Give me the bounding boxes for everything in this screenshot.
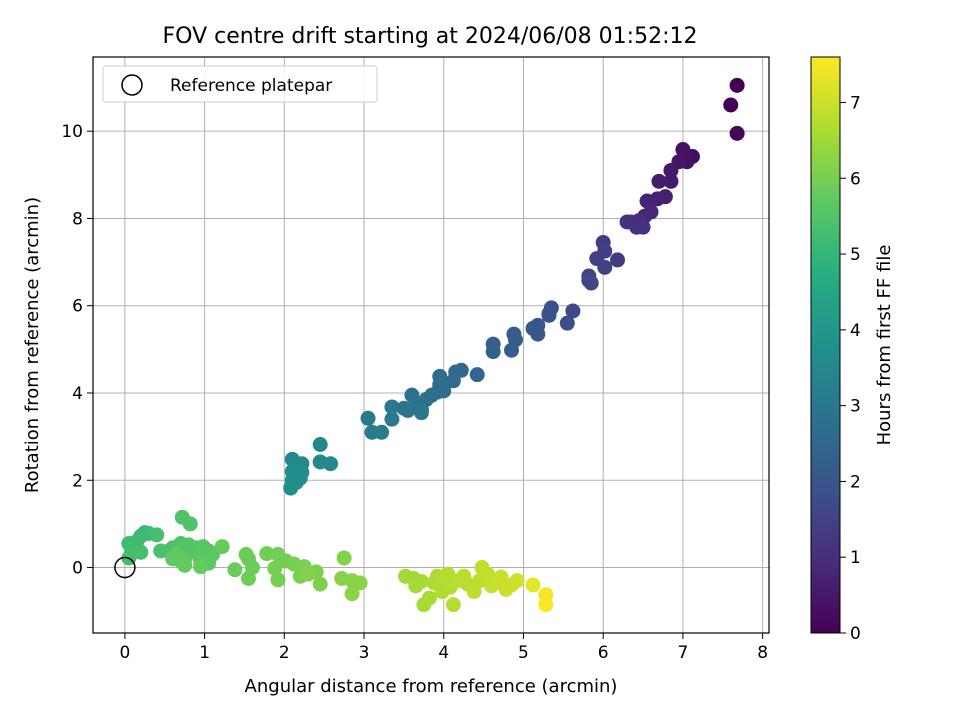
legend-box [102, 65, 378, 103]
data-point [312, 436, 328, 452]
colorbar-tick-label: 5 [850, 245, 861, 265]
legend-marker [121, 74, 143, 96]
data-point [619, 214, 635, 230]
data-point [259, 546, 275, 562]
data-point [581, 272, 597, 288]
data-point [509, 573, 525, 589]
x-tick-label: 1 [199, 643, 210, 663]
data-point [413, 405, 429, 421]
data-point [635, 219, 651, 235]
data-point [530, 326, 546, 342]
data-point [336, 550, 352, 566]
data-point [445, 373, 461, 389]
data-point [384, 411, 400, 427]
data-point [374, 424, 390, 440]
y-axis-label: Rotation from reference (arcmin) [22, 197, 43, 493]
data-point [177, 557, 193, 573]
x-tick-label: 6 [598, 643, 609, 663]
data-point [493, 569, 509, 585]
x-axis-ticks: 0 1 2 3 4 5 6 7 8 [119, 633, 768, 663]
data-point [193, 559, 209, 575]
colorbar-gradient [810, 56, 841, 634]
y-tick-label: 0 [72, 559, 83, 579]
y-tick-label: 8 [72, 209, 83, 229]
x-axis-label: Angular distance from reference (arcmin) [245, 676, 618, 697]
data-point [565, 303, 581, 319]
colorbar-tick-label: 3 [850, 397, 861, 417]
colorbar-label: Hours from first FF file [874, 245, 895, 446]
data-point [541, 307, 557, 323]
data-point [663, 173, 679, 189]
data-point [436, 383, 452, 399]
data-point [384, 399, 400, 415]
data-point [525, 577, 541, 593]
data-point [729, 77, 745, 93]
data-point [413, 574, 429, 590]
x-tick-label: 0 [119, 643, 130, 663]
legend-entry: Reference platepar [170, 76, 332, 96]
colorbar-tick-label: 6 [850, 169, 861, 189]
data-point [240, 570, 256, 586]
data-point [504, 342, 520, 358]
data-point [227, 562, 243, 578]
data-point [421, 590, 437, 606]
plot-frame [92, 56, 770, 634]
data-point [485, 344, 501, 360]
grid [93, 57, 769, 633]
x-tick-label: 7 [677, 643, 688, 663]
data-point [400, 402, 416, 418]
colorbar: 0 1 2 3 4 5 6 7 Hours from first FF file [810, 56, 895, 644]
y-tick-label: 2 [72, 471, 83, 491]
colorbar-tick-label: 0 [850, 624, 861, 644]
data-point [538, 597, 554, 613]
data-point [149, 527, 165, 543]
colorbar-tick-label: 4 [850, 321, 861, 341]
data-point [133, 544, 149, 560]
data-point [344, 586, 360, 602]
data-point [610, 252, 626, 268]
data-point [300, 566, 316, 582]
data-point [663, 162, 679, 178]
data-point [675, 142, 691, 158]
y-axis-ticks: 0 2 4 6 8 10 [61, 122, 93, 579]
data-point [651, 173, 667, 189]
data-point [469, 367, 485, 383]
legend: Reference platepar [102, 65, 378, 103]
data-point [360, 410, 376, 426]
data-point [352, 575, 368, 591]
reference-point [114, 556, 136, 579]
y-tick-label: 4 [72, 384, 83, 404]
data-point [723, 97, 739, 113]
y-tick-label: 10 [61, 122, 83, 142]
x-tick-label: 3 [359, 643, 370, 663]
x-tick-label: 8 [757, 643, 768, 663]
data-point [323, 456, 339, 472]
x-tick-label: 4 [438, 643, 449, 663]
data-point [214, 539, 230, 555]
data-point [729, 125, 745, 141]
y-tick-label: 6 [72, 297, 83, 317]
data-point [283, 480, 299, 496]
x-tick-label: 5 [518, 643, 529, 663]
data-point [597, 259, 613, 275]
data-point [182, 516, 198, 532]
chart-title: FOV centre drift starting at 2024/06/08 … [163, 24, 698, 49]
data-point [267, 560, 283, 576]
data-point [445, 597, 461, 613]
data-point [312, 576, 328, 592]
x-tick-label: 2 [279, 643, 290, 663]
colorbar-tick-label: 2 [850, 472, 861, 492]
reference-marker [114, 556, 136, 579]
colorbar-tick-label: 1 [850, 548, 861, 568]
colorbar-tick-label: 7 [850, 93, 861, 113]
scatter-points [121, 77, 745, 613]
colorbar-ticks: 0 1 2 3 4 5 6 7 [840, 93, 861, 644]
data-point [559, 315, 575, 331]
data-point [270, 572, 286, 588]
